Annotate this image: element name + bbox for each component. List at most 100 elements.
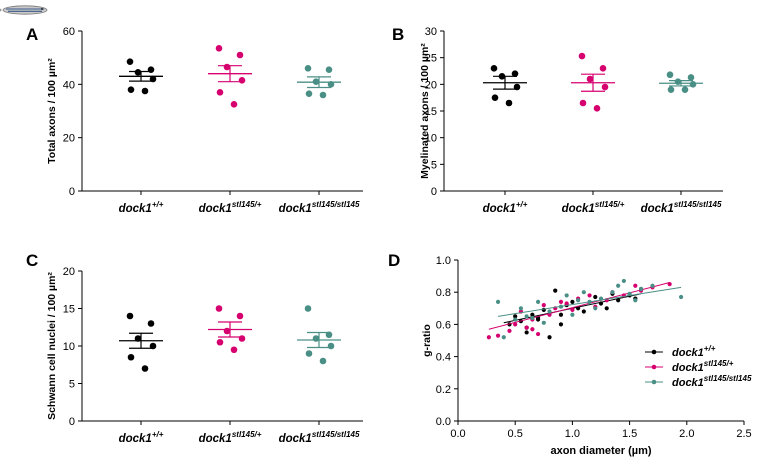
data-point (650, 283, 655, 288)
y-tick-label: 0.2 (436, 384, 451, 396)
x-tick-label: 0.0 (450, 428, 465, 440)
data-point (570, 312, 575, 317)
data-point (621, 278, 626, 284)
data-point (535, 331, 541, 337)
legend-label: dock1stl145/stl145 (672, 374, 752, 389)
legend-label: dock1stl145/+ (672, 359, 734, 374)
regression-line (497, 286, 682, 317)
legend-marker (651, 379, 657, 385)
panel-c-chart: 0 5 10 15 20 Schwann cell nuclei / 100 µm² doc… (46, 266, 363, 445)
data-point (325, 66, 333, 73)
data-point (524, 325, 529, 330)
data-point (610, 290, 615, 295)
y-tick-label: 10 (63, 341, 75, 353)
data-point (674, 78, 682, 85)
x-axis-label: axon diameter (µm) (550, 445, 651, 457)
x-category-label: dock1+/+ (119, 430, 164, 445)
y-tick-label: 0 (69, 416, 75, 428)
data-point (689, 81, 697, 88)
zebrafish-icon (0, 5, 48, 15)
x-category-label: dock1stl145/+ (199, 200, 262, 215)
data-point (501, 335, 506, 340)
data-point (238, 77, 246, 84)
data-point (535, 299, 541, 304)
legend-marker (651, 364, 657, 370)
data-point (230, 346, 238, 354)
panel-b-chart: 0 5 10 15 20 25 30 Myelinated axons / 100 µm² do… (419, 26, 723, 215)
y-tick-label: 0.6 (436, 319, 451, 331)
data-point (490, 65, 498, 72)
x-category-label: dock1+/+ (483, 200, 528, 215)
x-category-label: dock1stl145/stl145 (279, 430, 360, 445)
legend-label: dock1+/+ (672, 344, 716, 359)
y-tick-label: 40 (63, 79, 75, 91)
x-category-label: dock1stl145/+ (199, 430, 262, 445)
y-tick-label: 0.0 (436, 416, 451, 428)
data-point (312, 335, 320, 342)
data-point (216, 89, 224, 96)
data-point (305, 90, 313, 97)
panel-label-b: B (392, 25, 404, 44)
x-tick-label: 1.0 (565, 428, 580, 440)
data-point (236, 312, 244, 320)
data-point (599, 65, 607, 72)
data-point (558, 322, 564, 327)
data-point (215, 45, 223, 52)
data-point (604, 306, 609, 311)
data-point (678, 294, 684, 300)
legend-marker (651, 349, 657, 355)
data-point (505, 99, 513, 107)
data-point (141, 87, 149, 95)
data-point (513, 317, 518, 322)
y-tick-label: 20 (63, 133, 75, 145)
data-point (576, 298, 581, 303)
data-point (223, 327, 231, 335)
data-point (681, 86, 689, 93)
y-tick-label: 15 (425, 106, 437, 118)
data-point (593, 306, 598, 311)
y-tick-label: 25 (425, 53, 437, 65)
x-tick-label: 2.0 (679, 428, 694, 440)
y-tick-label: 0.4 (436, 352, 451, 364)
data-point (305, 350, 313, 357)
data-point (687, 74, 695, 81)
data-point (587, 293, 592, 298)
panel-label-c: C (26, 251, 38, 270)
data-point (558, 299, 564, 304)
data-point (147, 320, 155, 327)
data-point (511, 70, 519, 77)
data-point (547, 335, 552, 340)
data-point (524, 330, 529, 335)
data-point (586, 75, 594, 83)
x-tick-label: 1.5 (622, 428, 637, 440)
data-point (127, 353, 135, 361)
data-point (495, 299, 501, 304)
panel-d-chart: 0.0 0.2 0.4 0.6 0.8 1.0 0.0 0.5 1.0 1.5 2.0 2.5 g-ra… (421, 255, 752, 457)
data-point (495, 333, 501, 338)
data-point (530, 312, 535, 317)
y-tick-label: 5 (431, 159, 437, 171)
data-point (327, 342, 335, 350)
panel-label-a: A (26, 25, 38, 44)
data-point (593, 294, 598, 300)
y-tick-label: 0.8 (436, 287, 451, 299)
y-tick-label: 10 (425, 133, 437, 145)
y-axis-label: Myelinated axons / 100 µm² (419, 43, 431, 179)
data-point (524, 314, 529, 319)
data-point (553, 288, 558, 293)
data-point (581, 309, 586, 314)
data-point (578, 52, 586, 60)
data-point (319, 357, 327, 365)
data-point (513, 314, 518, 319)
data-point (638, 286, 644, 292)
panel-a-chart: 0 20 40 60 Total axons / 100 µm² dock1+/+ dock… (46, 26, 363, 215)
data-point (570, 307, 575, 313)
x-category-label: dock1stl145/stl145 (641, 200, 722, 215)
y-axis-label: Total axons / 100 µm² (46, 58, 58, 164)
data-point (579, 99, 587, 107)
data-point (558, 312, 564, 317)
data-point (491, 94, 499, 101)
data-point (513, 322, 518, 327)
data-point (126, 312, 134, 320)
